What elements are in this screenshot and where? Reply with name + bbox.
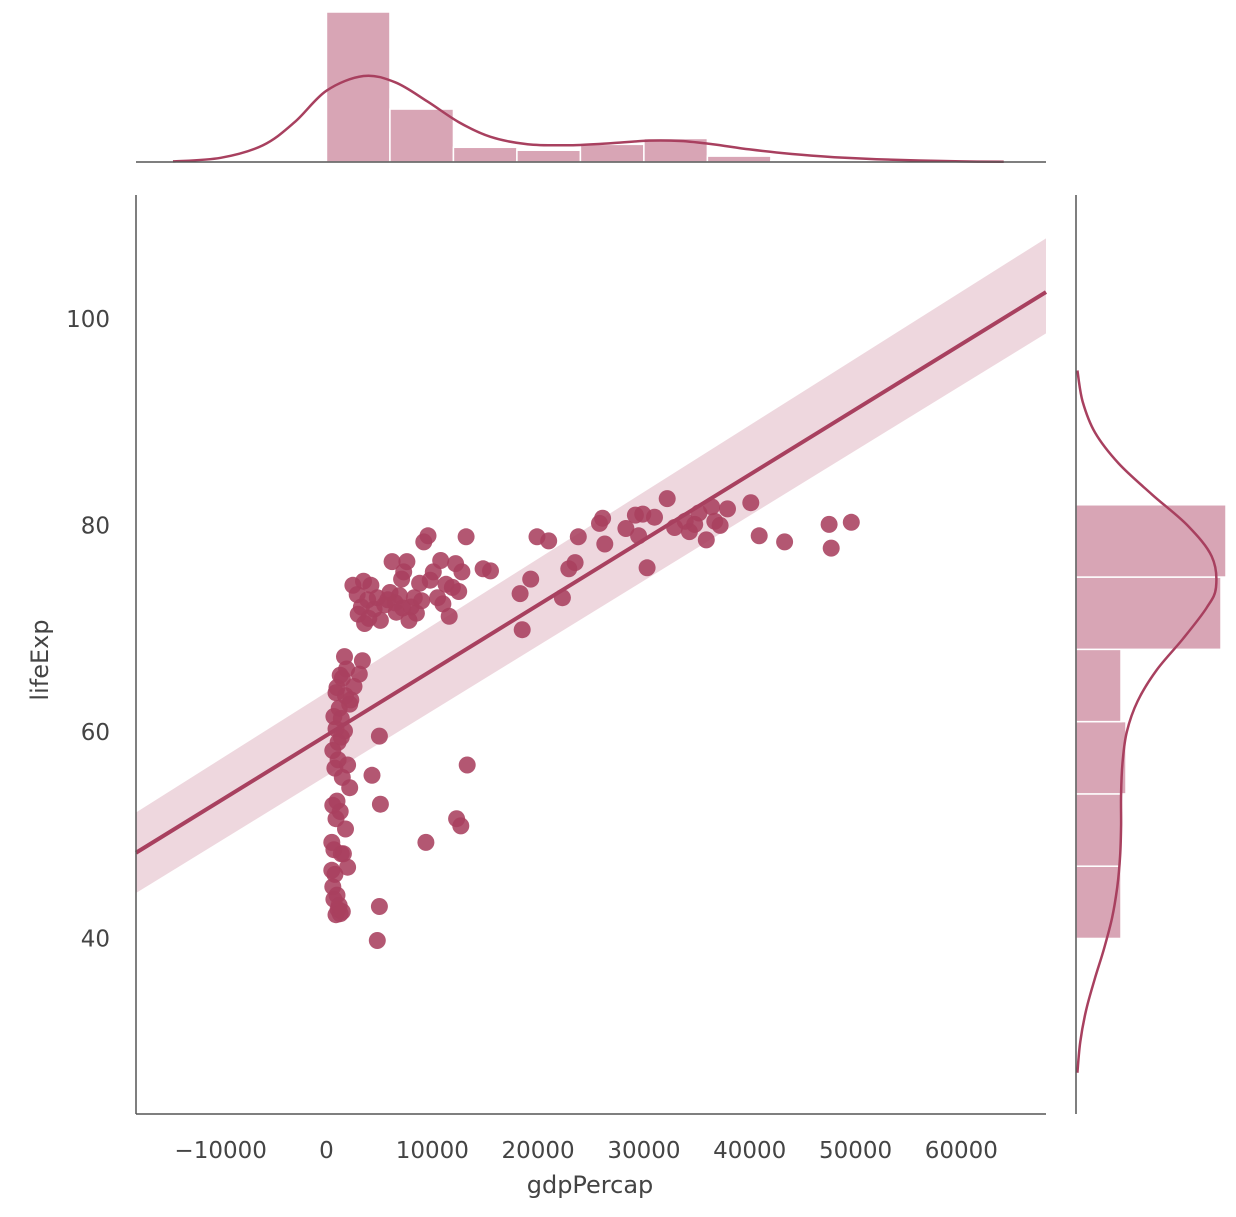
y-tick-label: 100: [66, 307, 110, 333]
scatter-point: [360, 609, 378, 627]
y-tick-label: 60: [81, 720, 110, 746]
scatter-point: [711, 516, 729, 534]
scatter-point: [596, 535, 614, 553]
scatter-point: [339, 756, 357, 774]
x-histogram-bar: [516, 149, 582, 163]
x-histogram-bar: [706, 155, 772, 163]
scatter-point: [482, 562, 499, 580]
regression-line: [134, 290, 1048, 855]
scatter-point: [540, 532, 558, 550]
x-kde-curve: [172, 74, 1004, 164]
scatter-point: [342, 691, 360, 709]
scatter-point: [368, 932, 386, 949]
scatter-point: [458, 756, 476, 774]
scatter-point: [820, 515, 838, 533]
y-histogram-bar: [1075, 793, 1122, 867]
x-tick-label: 30000: [607, 1138, 680, 1164]
scatter-point: [742, 494, 760, 512]
y-histogram-bar: [1075, 576, 1222, 651]
scatter-point: [336, 648, 353, 666]
scatter-point: [594, 509, 612, 527]
scatter-point: [323, 833, 341, 851]
x-histogram-bar: [579, 143, 645, 163]
x-tick-label: 0: [319, 1138, 334, 1164]
x-histogram-bar: [452, 146, 518, 163]
scatter-point: [323, 861, 341, 879]
scatter-point: [398, 553, 416, 571]
scatter-point: [394, 599, 412, 617]
scatter-point: [822, 539, 840, 557]
x-histogram-bar: [389, 108, 455, 163]
scatter-point: [419, 527, 437, 545]
scatter-point: [457, 528, 475, 546]
scatter-point: [413, 592, 431, 610]
x-tick-label: 60000: [925, 1138, 998, 1164]
y-histogram-bar: [1075, 720, 1127, 795]
scatter-point: [370, 898, 388, 915]
scatter-point: [355, 572, 372, 590]
scatter-point: [334, 845, 352, 863]
y-histogram-bar: [1075, 504, 1227, 578]
x-axis-label: gdpPercap: [527, 1171, 654, 1199]
scatter-point: [337, 820, 354, 838]
scatter-point: [450, 583, 468, 600]
scatter-point: [353, 652, 371, 670]
x-tick-label: 10000: [396, 1138, 469, 1164]
y-histogram-bar: [1075, 865, 1122, 940]
scatter-point: [330, 896, 348, 914]
scatter-point: [329, 733, 347, 751]
scatter-point: [646, 508, 663, 526]
top-marginal-histogram: [136, 11, 1046, 164]
scatter-point: [328, 792, 346, 810]
scatter-point: [617, 520, 635, 537]
scatter-point: [513, 621, 531, 639]
scatter-point: [432, 552, 450, 569]
scatter-point: [327, 684, 345, 702]
axes-lines: [135, 195, 1046, 1115]
scatter-point: [452, 817, 470, 835]
scatter-point: [842, 513, 860, 531]
scatter-point: [363, 766, 381, 784]
x-tick-label: −10000: [174, 1138, 266, 1164]
scatter-point: [750, 527, 768, 545]
y-tick-label: 40: [81, 926, 110, 952]
tick-labels: −10000 0 10000 20000 30000 40000 50000 60000 40 6…: [66, 307, 998, 1164]
regression-confidence-band: [136, 238, 1046, 894]
scatter-point: [383, 553, 401, 571]
scatter-point: [440, 607, 458, 625]
scatter-point: [658, 490, 676, 508]
scatter-point: [566, 554, 584, 572]
scatter-point: [569, 528, 587, 546]
y-histogram-bar: [1075, 648, 1122, 723]
main-scatter-panel: [134, 238, 1048, 949]
y-kde-curve: [1076, 370, 1218, 1073]
scatter-point: [411, 574, 429, 592]
right-marginal-histogram: [1075, 195, 1227, 1114]
scatter-point: [453, 563, 471, 581]
scatter-point: [370, 727, 388, 745]
x-histogram-bar: [325, 11, 391, 163]
x-tick-label: 20000: [502, 1138, 575, 1164]
scatter-point: [339, 858, 357, 876]
scatter-point: [511, 585, 529, 603]
scatter-point: [719, 500, 736, 518]
x-tick-label: 40000: [713, 1138, 786, 1164]
scatter-point: [417, 833, 435, 851]
scatter-point: [371, 795, 389, 813]
scatter-point: [776, 533, 794, 551]
scatter-point: [697, 531, 715, 549]
scatter-point: [379, 591, 397, 609]
y-tick-label: 80: [81, 513, 110, 539]
scatter-point: [638, 559, 656, 577]
x-tick-label: 50000: [819, 1138, 892, 1164]
scatter-point: [522, 570, 540, 588]
y-axis-label: lifeExp: [26, 619, 54, 700]
